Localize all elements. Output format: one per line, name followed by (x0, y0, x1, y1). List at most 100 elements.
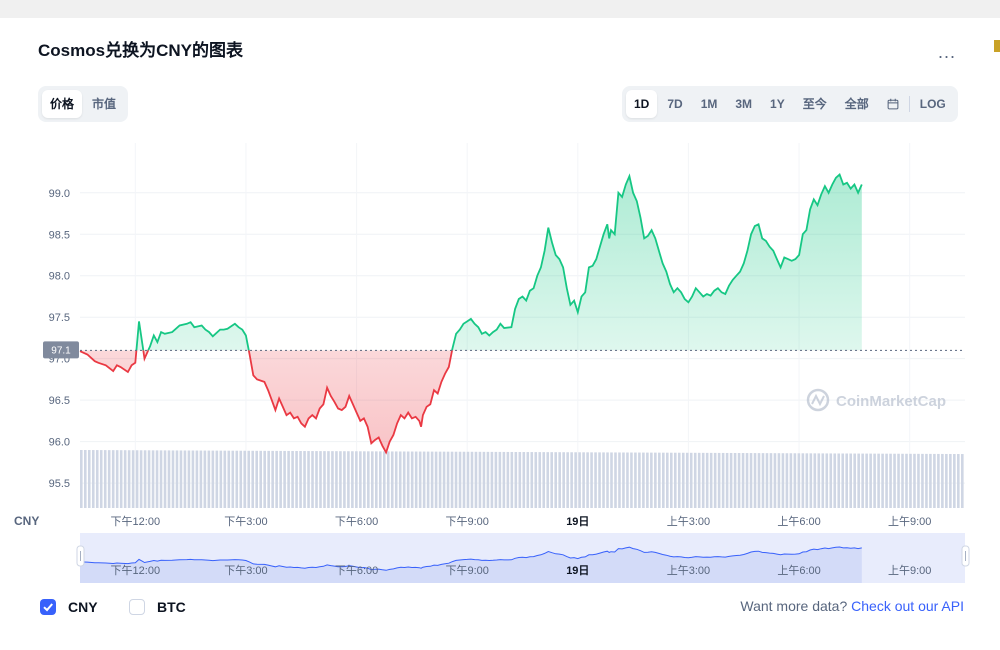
volume-bar (781, 453, 785, 508)
volume-bar (937, 453, 940, 508)
volume-bar (331, 451, 334, 508)
more-options-icon[interactable]: ... (938, 42, 957, 62)
volume-bar (219, 450, 223, 508)
api-link[interactable]: Check out our API (851, 598, 964, 614)
navigator-tick-label: 上午3:00 (667, 564, 710, 577)
cny-checkbox[interactable] (40, 599, 56, 615)
volume-bar (139, 450, 143, 508)
volume-bar (829, 453, 833, 508)
volume-bar (215, 450, 219, 508)
volume-bar (442, 451, 446, 508)
volume-bar (693, 452, 697, 508)
volume-bar (546, 452, 550, 508)
y-axis-ticks: 95.596.096.597.097.598.098.599.0 (49, 188, 70, 490)
volume-bar (410, 451, 414, 508)
volume-bar (905, 453, 908, 508)
btc-checkbox[interactable] (129, 599, 145, 615)
navigator-tick-label: 下午3:00 (224, 564, 267, 577)
calendar-icon (887, 98, 899, 110)
range-tab-7D[interactable]: 7D (667, 97, 683, 111)
volume-bar (462, 451, 466, 508)
volume-bar (594, 452, 597, 508)
watermark-text: CoinMarketCap (836, 393, 946, 410)
log-scale-button[interactable]: LOG (919, 97, 946, 111)
volume-bar (921, 453, 924, 508)
volume-bar (99, 450, 103, 508)
volume-bar (662, 452, 665, 508)
range-tab-至今[interactable]: 至今 (802, 97, 827, 111)
volume-bar (630, 452, 633, 508)
volume-bar (725, 452, 729, 508)
volume-bar (482, 451, 486, 508)
volume-bar (243, 450, 247, 508)
volume-bar (183, 450, 187, 508)
volume-bar (558, 452, 561, 508)
range-tab-1D[interactable]: 1D (626, 90, 658, 118)
volume-bar (135, 450, 139, 508)
volume-bar (793, 453, 797, 508)
volume-bar (159, 450, 163, 508)
volume-bar (765, 453, 769, 508)
volume-bar (869, 453, 872, 508)
api-promo: Want more data? Check out our API (740, 598, 964, 614)
range-tab-1Y[interactable]: 1Y (770, 97, 785, 111)
volume-bar (323, 451, 326, 508)
volume-bar (689, 452, 693, 508)
x-tick-label: 19日 (566, 515, 589, 528)
volume-bar (227, 450, 231, 508)
volume-bar (335, 451, 338, 508)
volume-bar (817, 453, 821, 508)
volume-bar (941, 453, 944, 508)
volume-bar (881, 453, 884, 508)
volume-bar (83, 450, 87, 508)
volume-bar (359, 451, 362, 508)
volume-bar (893, 453, 896, 508)
volume-bar (259, 450, 262, 508)
currency-label: CNY (14, 514, 39, 528)
range-tab-3M[interactable]: 3M (735, 97, 753, 111)
volume-bar (574, 452, 577, 508)
volume-bar (873, 453, 876, 508)
volume-bar (582, 452, 585, 508)
volume-bar (737, 453, 741, 508)
volume-bar (103, 450, 107, 508)
volume-bar (382, 451, 386, 508)
price-chart[interactable]: 95.596.096.597.097.598.098.599.0 下午12:00… (0, 18, 1000, 650)
x-tick-label: 上午6:00 (777, 515, 820, 528)
volume-bar (446, 451, 450, 508)
metric-tabs: 价格 市值 (38, 86, 129, 122)
volume-bar (211, 450, 215, 508)
y-tick-label: 98.5 (49, 229, 70, 241)
volume-bar (375, 451, 378, 508)
navigator-tick-label: 上午6:00 (777, 564, 820, 577)
volume-bar (773, 453, 777, 508)
volume-bar (654, 452, 657, 508)
volume-bar (111, 450, 115, 508)
volume-bar (538, 452, 542, 508)
calendar-button[interactable] (879, 90, 907, 118)
volume-bar (809, 453, 813, 508)
volume-bar (638, 452, 641, 508)
volume-bar (877, 453, 880, 508)
volume-bar (901, 453, 904, 508)
volume-bar (283, 450, 286, 508)
range-tab-1M[interactable]: 1M (700, 97, 718, 111)
current-price-tag: 97.1 (43, 341, 79, 359)
volume-bar (673, 452, 677, 508)
range-tab-全部[interactable]: 全部 (844, 97, 869, 111)
volume-bar (618, 452, 621, 508)
volume-bar (107, 450, 111, 508)
volume-bar (131, 450, 135, 508)
volume-bar (367, 451, 370, 508)
volume-bar (426, 451, 430, 508)
volume-bar (801, 453, 805, 508)
volume-bar (578, 452, 581, 508)
btc-label: BTC (157, 599, 186, 615)
volume-bar (614, 452, 617, 508)
volume-bar (518, 452, 522, 508)
volume-bar (474, 451, 478, 508)
tab-price[interactable]: 价格 (42, 90, 83, 118)
volume-bar (681, 452, 685, 508)
range-navigator[interactable]: 下午12:00 下午3:00 下午6:00 下午9:00 19日 上午3:00 上午6:00… (76, 533, 970, 583)
tab-market-cap[interactable]: 市值 (92, 97, 117, 111)
